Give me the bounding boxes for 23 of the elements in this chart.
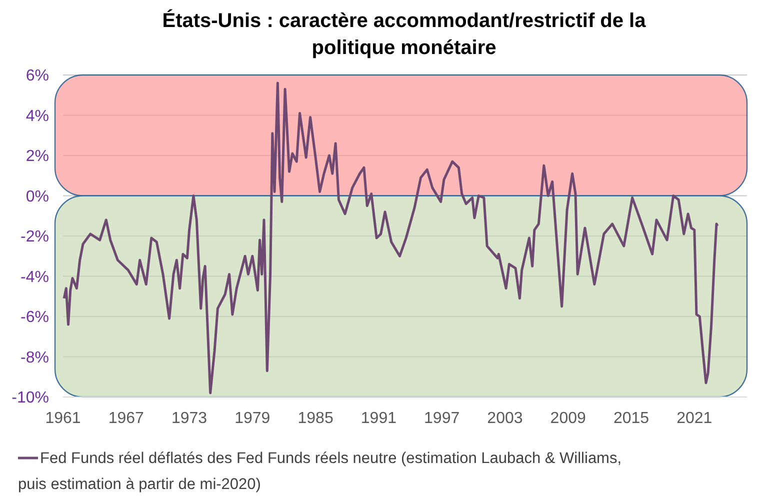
y-tick-label: -8% bbox=[20, 349, 49, 366]
y-tick-label: 6% bbox=[26, 68, 49, 85]
x-tick-label: 1973 bbox=[171, 410, 208, 427]
y-tick-label: -2% bbox=[20, 228, 49, 246]
x-tick-label: 1985 bbox=[298, 410, 334, 427]
y-tick-label: -10% bbox=[12, 390, 49, 407]
y-tick-label: -4% bbox=[20, 268, 49, 286]
x-tick-label: 1967 bbox=[108, 410, 144, 427]
x-tick-label: 2021 bbox=[676, 410, 712, 427]
x-tick-label: 1961 bbox=[45, 410, 81, 427]
x-tick-label: 2015 bbox=[613, 410, 650, 427]
x-tick-label: 2003 bbox=[487, 410, 523, 427]
chart-title: États-Unis : caractère accommodant/restrictif de la politique monétaire bbox=[162, 9, 647, 59]
y-tick-label: 2% bbox=[26, 148, 49, 166]
x-tick-label: 1997 bbox=[424, 410, 460, 427]
x-tick-label: 1979 bbox=[234, 410, 270, 427]
x-tick-label: 1991 bbox=[360, 410, 397, 427]
y-tick-label: -6% bbox=[20, 309, 49, 326]
legend-label: Fed Funds réel déflatés des Fed Funds réels neutre (estimation Laubach & Williams, puis estimation à partir de mi-2020) bbox=[18, 450, 622, 493]
y-tick-label: 4% bbox=[26, 108, 49, 125]
y-tick-label: 0% bbox=[26, 188, 49, 206]
x-tick-label: 2009 bbox=[550, 410, 586, 427]
line-series bbox=[62, 82, 719, 394]
